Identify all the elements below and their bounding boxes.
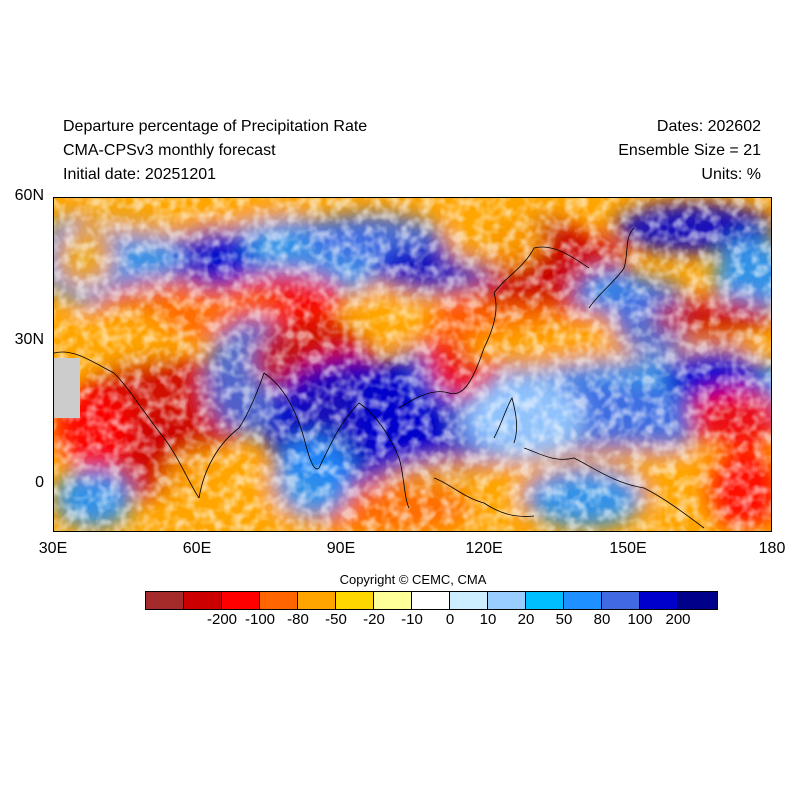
colorbar-box [298,592,336,609]
colorbar-box [564,592,602,609]
colorbar-label: 10 [479,611,497,628]
ensemble-size-label: Ensemble Size = 21 [618,142,761,159]
colorbar-label: 0 [445,611,455,628]
colorbar-label: 20 [517,611,535,628]
colorbar-box [412,592,450,609]
colorbar-label: -100 [244,611,276,628]
colorbar-box [336,592,374,609]
colorbar-box [222,592,260,609]
colorbar-box [678,592,717,609]
lat-label-30n: 30N [14,331,44,348]
lon-label-90e: 90E [326,540,356,557]
colorbar-label: -200 [206,611,238,628]
colorbar-label: 100 [627,611,653,628]
precipitation-anomaly-map [53,197,772,532]
lat-label-0: 0 [35,474,44,491]
lon-label-30e: 30E [38,540,68,557]
colorbar [145,591,718,610]
missing-data-patch [54,358,80,418]
model-label: CMA-CPSv3 monthly forecast [63,142,276,159]
colorbar-box [184,592,222,609]
units-label: Units: % [701,166,761,183]
colorbar-box [450,592,488,609]
map-field [54,198,771,531]
lon-label-60e: 60E [182,540,212,557]
colorbar-box [488,592,526,609]
colorbar-box [374,592,412,609]
colorbar-label: 50 [555,611,573,628]
colorbar-box [640,592,678,609]
colorbar-box [526,592,564,609]
colorbar-label: -10 [401,611,423,628]
lon-label-120e: 120E [465,540,503,557]
colorbar-label: 200 [665,611,691,628]
copyright-notice: Copyright © CEMC, CMA [339,572,487,587]
colorbar-box [260,592,298,609]
map-title: Departure percentage of Precipitation Ra… [63,118,368,135]
lon-label-180: 180 [758,540,786,557]
colorbar-label: -50 [325,611,347,628]
coastlines [54,227,705,529]
lon-label-150e: 150E [609,540,647,557]
colorbar-box [146,592,184,609]
speckle-overlay [54,198,771,531]
colorbar-label: -80 [287,611,309,628]
colorbar-label: -20 [363,611,385,628]
colorbar-label: 80 [593,611,611,628]
lat-label-60n: 60N [14,187,44,204]
colorbar-box [602,592,640,609]
dates-label: Dates: 202602 [656,118,761,135]
initial-date-label: Initial date: 20251201 [63,166,217,183]
